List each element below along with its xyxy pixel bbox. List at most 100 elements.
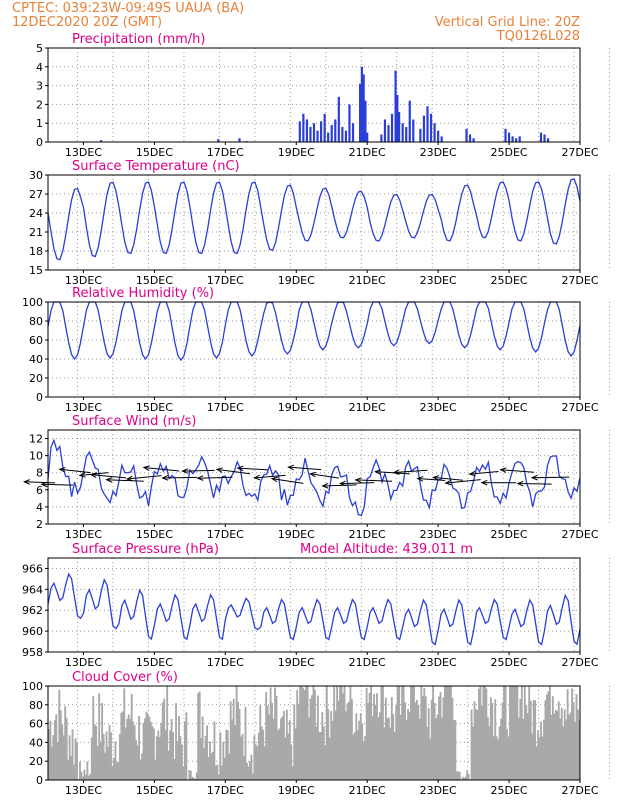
cloud-bar [62, 735, 65, 780]
cloud-bar [337, 700, 340, 780]
temp-y-tick-label: 15 [29, 264, 43, 277]
cloud-bar [228, 753, 231, 780]
cloud-bar [566, 689, 569, 780]
wind-vector [24, 481, 56, 484]
precip-bar [426, 106, 429, 142]
cloud-bar [519, 698, 522, 780]
precip-bar [390, 113, 394, 142]
cloud-bar [435, 718, 438, 780]
precip-bar [309, 126, 312, 142]
precip-bar [238, 138, 241, 142]
cloud-bar [432, 686, 435, 780]
cloud-bar [135, 740, 138, 780]
pres-y-tick-label: 960 [22, 625, 43, 638]
wind-arrowhead [58, 467, 66, 473]
wind-vector [500, 469, 534, 473]
cloud-bar [503, 686, 506, 780]
rh-y-tick-label: 20 [29, 372, 43, 385]
cloud-bar [486, 716, 489, 780]
cloud-bar [359, 713, 362, 780]
cloud-y-tick-label: 100 [22, 680, 43, 693]
precip-bar [504, 128, 507, 142]
cloud-bar [175, 703, 177, 780]
cloud-bar [136, 745, 139, 780]
wind-vector [59, 468, 91, 474]
cloud-bar [316, 695, 319, 780]
cloud-bar [405, 720, 408, 780]
precip-x-tick-label: 21DEC [349, 146, 386, 159]
cloud-bar [452, 720, 455, 780]
precip-bar [334, 119, 337, 142]
precip-bar [401, 123, 404, 142]
cloud-bar [260, 726, 263, 780]
cloud-bar [71, 729, 74, 780]
cloud-bar [290, 744, 293, 780]
cloud-bar [489, 697, 492, 780]
precip-bar [344, 130, 348, 142]
cloud-y-tick-label: 40 [29, 736, 43, 749]
cloud-bar [577, 709, 579, 780]
cloud-bar [364, 736, 367, 780]
rh-x-tick-label: 21DEC [349, 401, 386, 414]
wind-arrowhead [142, 465, 150, 471]
cloud-bar [244, 706, 247, 780]
precip-bar [341, 126, 344, 142]
cloud-bar [374, 704, 377, 780]
cloud-bar [439, 692, 442, 780]
cloud-bar [302, 687, 305, 780]
temp-y-tick-label: 27 [29, 188, 43, 201]
cloud-bar [427, 708, 430, 780]
cloud-bar [163, 698, 166, 780]
rh-title: Relative Humidity (%) [72, 286, 214, 301]
header-grid-note: Vertical Grid Line: 20Z [435, 15, 580, 30]
cloud-bar [105, 731, 108, 780]
precip-bar [465, 128, 468, 142]
pres-y-tick-label: 962 [22, 604, 43, 617]
cloud-bar [350, 699, 353, 780]
cloud-bar [248, 761, 251, 780]
precip-bar [348, 104, 351, 142]
cloud-bar [241, 733, 244, 780]
cloud-bar [113, 758, 115, 780]
cloud-bar [455, 771, 458, 780]
cloud-bar [176, 741, 179, 780]
cloud-bar [340, 686, 343, 780]
cloud-y-tick-label: 20 [29, 755, 43, 768]
wind-arrowhead [215, 467, 223, 473]
cloud-bar [238, 709, 241, 780]
rh-y-tick-label: 80 [29, 315, 43, 328]
wind-vector [355, 479, 393, 482]
cloud-bar [277, 730, 279, 780]
wind-vector [532, 476, 570, 479]
cloud-bar [246, 762, 248, 780]
wind-arrowhead [196, 475, 204, 481]
cloud-x-tick-label: 27DEC [561, 784, 598, 797]
cloud-bar [144, 718, 146, 780]
cloud-bar [408, 711, 411, 780]
cloud-bar [522, 718, 525, 780]
cloud-bar [226, 730, 229, 780]
precip-title: Precipitation (mm/h) [72, 32, 205, 47]
cloud-bar [191, 776, 194, 780]
cloud-bar [500, 718, 503, 780]
wind-arrowhead [125, 475, 133, 482]
cloud-bar [463, 777, 466, 780]
pres-subtitle: Model Altitude: 439.011 m [300, 542, 473, 557]
cloud-bar [308, 717, 310, 780]
wind-vector [517, 483, 552, 485]
cloud-bar [529, 700, 532, 780]
precip-x-tick-label: 23DEC [420, 146, 457, 159]
cloud-bar [569, 712, 572, 780]
cloud-bar [53, 719, 56, 780]
cloud-bar [157, 730, 160, 780]
cloud-bar [209, 741, 211, 780]
cloud-bar [578, 720, 581, 780]
wind-y-tick-label: 2 [36, 518, 43, 531]
cloud-bar [225, 729, 228, 780]
wind-vector [271, 478, 304, 484]
wind-vector [182, 469, 215, 472]
cloud-bar [222, 741, 225, 780]
cloud-bar [562, 726, 565, 780]
cloud-bar [214, 765, 217, 780]
